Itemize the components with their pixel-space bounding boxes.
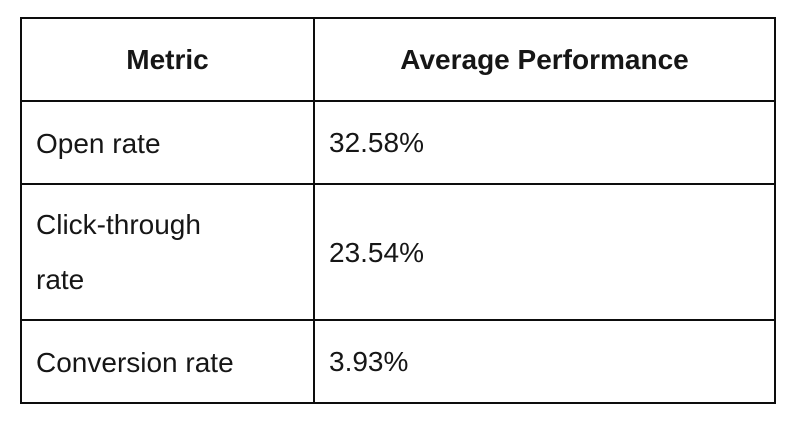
metric-label: Open rate bbox=[36, 128, 161, 160]
value-cell: 3.93% bbox=[313, 319, 776, 404]
table-row-click-through-rate: Click-through rate 23.54% bbox=[20, 183, 776, 321]
metric-cell: Conversion rate bbox=[20, 319, 315, 404]
column-header-metric: Metric bbox=[20, 17, 315, 102]
metric-cell: Open rate bbox=[20, 100, 315, 185]
table-header-row: Metric Average Performance bbox=[20, 17, 776, 102]
metrics-table: Metric Average Performance Open rate 32.… bbox=[20, 17, 776, 404]
table-row-conversion-rate: Conversion rate 3.93% bbox=[20, 319, 776, 404]
metric-label: Conversion rate bbox=[36, 347, 234, 379]
value-cell: 32.58% bbox=[313, 100, 776, 185]
metric-cell: Click-through rate bbox=[20, 183, 315, 321]
value-cell: 23.54% bbox=[313, 183, 776, 321]
table-row-open-rate: Open rate 32.58% bbox=[20, 100, 776, 185]
column-header-average-performance: Average Performance bbox=[313, 17, 776, 102]
metric-label: Click-through rate bbox=[36, 209, 201, 295]
